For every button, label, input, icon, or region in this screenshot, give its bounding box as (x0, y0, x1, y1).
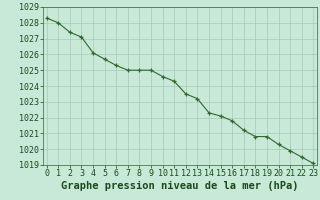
X-axis label: Graphe pression niveau de la mer (hPa): Graphe pression niveau de la mer (hPa) (61, 181, 299, 191)
